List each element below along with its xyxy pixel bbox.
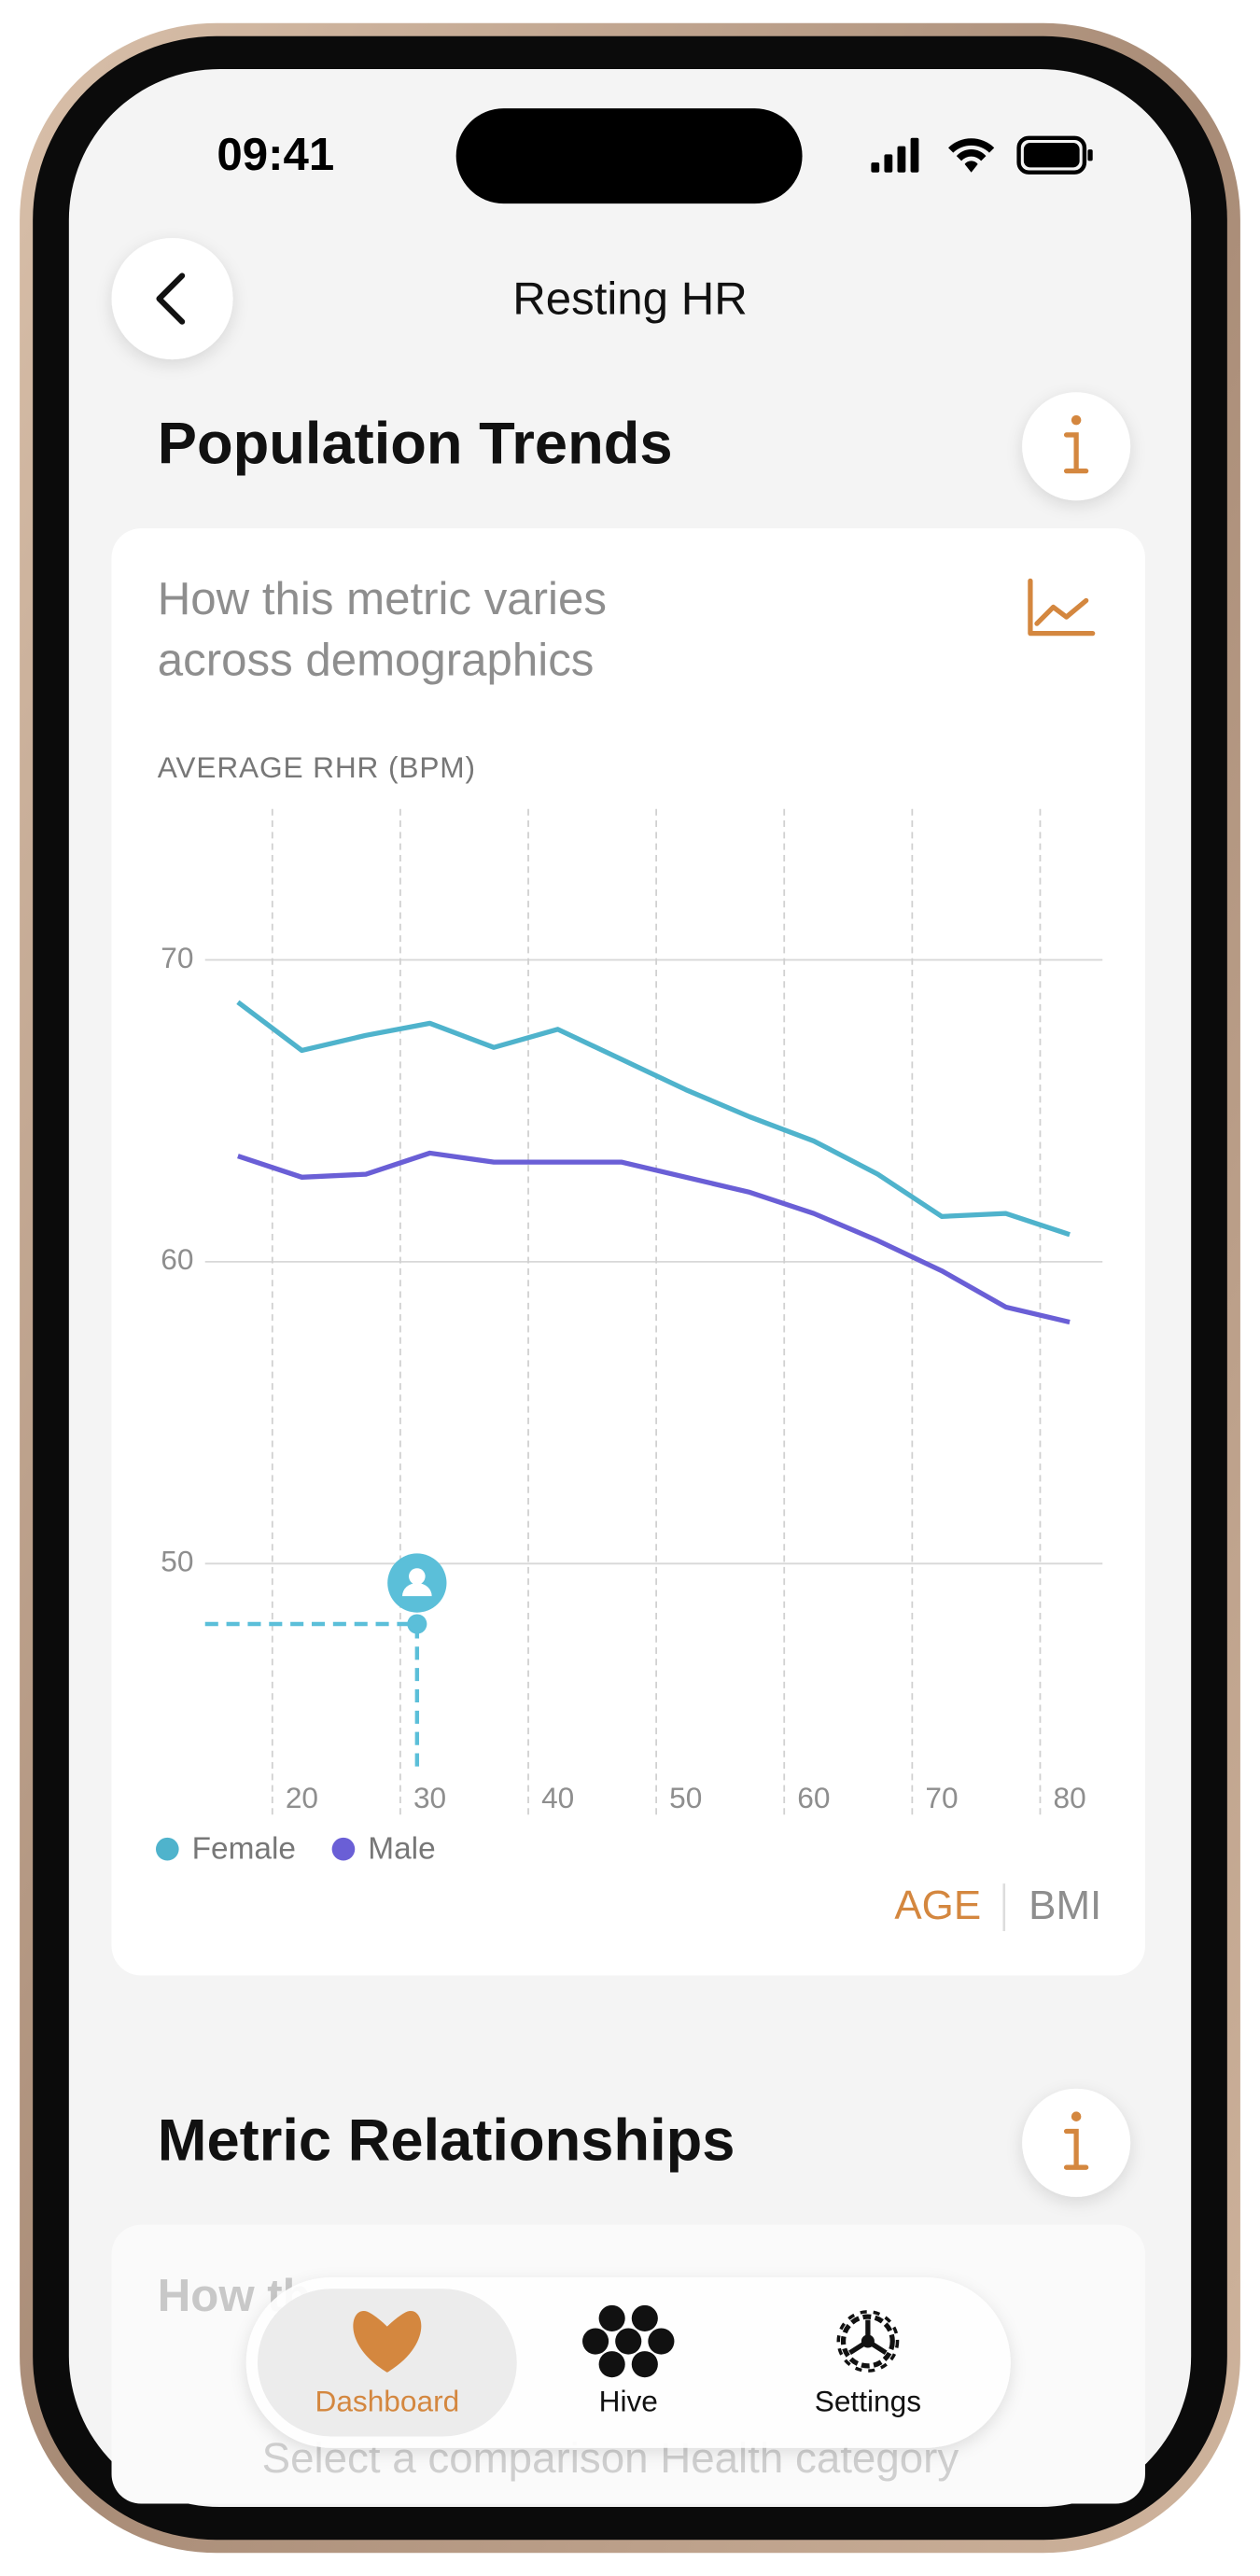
x-tick-label: 50 xyxy=(669,1781,702,1814)
legend-swatch xyxy=(331,1837,356,1861)
status-icons xyxy=(871,135,1093,175)
dynamic-island xyxy=(455,108,803,204)
tab-icon xyxy=(598,2304,625,2331)
toggle-option[interactable]: AGE xyxy=(894,1883,981,1928)
card-subtitle: How this metric varies across demographic… xyxy=(158,573,607,685)
legend-label: Female xyxy=(192,1832,296,1867)
info-icon xyxy=(1063,2111,1089,2170)
tab-label[interactable]: Settings xyxy=(815,2385,921,2418)
status-time: 09:41 xyxy=(217,129,334,180)
x-tick-label: 80 xyxy=(1054,1781,1086,1814)
y-tick-label: 70 xyxy=(161,941,193,974)
tab-icon xyxy=(861,2334,875,2348)
user-icon xyxy=(409,1568,426,1585)
tabs: Dashboard Hive Settings xyxy=(257,2289,921,2437)
tab-icon xyxy=(353,2311,422,2373)
info-icon xyxy=(1063,414,1089,474)
x-tick-label: 40 xyxy=(541,1781,574,1814)
toggle-option[interactable]: BMI xyxy=(1029,1883,1101,1928)
tab-icon xyxy=(631,2304,658,2331)
user-icon xyxy=(402,1583,432,1597)
x-tick-label: 30 xyxy=(413,1781,446,1814)
chart-icon xyxy=(1028,578,1096,637)
plot: 50 60 70 20 30 40 50 60 70 80 Female Male xyxy=(155,808,1103,1867)
y-tick-label: 60 xyxy=(161,1242,193,1276)
legend-label: Male xyxy=(368,1832,435,1867)
y-tick-label: 50 xyxy=(161,1545,193,1578)
tab-label[interactable]: Hive xyxy=(599,2385,658,2418)
x-tick-label: 20 xyxy=(286,1781,318,1814)
tab-icon xyxy=(598,2351,625,2378)
tab-icon xyxy=(836,2310,900,2373)
x-tick-label: 60 xyxy=(797,1781,830,1814)
tab-icon xyxy=(631,2351,658,2378)
user-point xyxy=(407,1614,427,1634)
series-line xyxy=(236,1000,1071,1238)
series-line xyxy=(237,1150,1071,1325)
tab-label[interactable]: Dashboard xyxy=(315,2385,459,2418)
y-axis-label: AVERAGE RHR (BPM) xyxy=(158,750,476,784)
back-icon xyxy=(156,273,186,325)
x-tick-label: 70 xyxy=(925,1781,958,1814)
user-guide xyxy=(204,1621,420,1772)
back-button[interactable] xyxy=(111,238,233,360)
legend-swatch xyxy=(155,1837,179,1861)
section-title: Population Trends xyxy=(158,412,673,477)
tab-icon xyxy=(840,2314,895,2369)
tab-icon xyxy=(582,2328,609,2355)
tab-icon xyxy=(615,2328,642,2355)
chart-card xyxy=(111,528,1145,1976)
section-title: Metric Relationships xyxy=(158,2107,735,2173)
tab-icon xyxy=(648,2328,675,2355)
nav-title: Resting HR xyxy=(512,273,748,325)
